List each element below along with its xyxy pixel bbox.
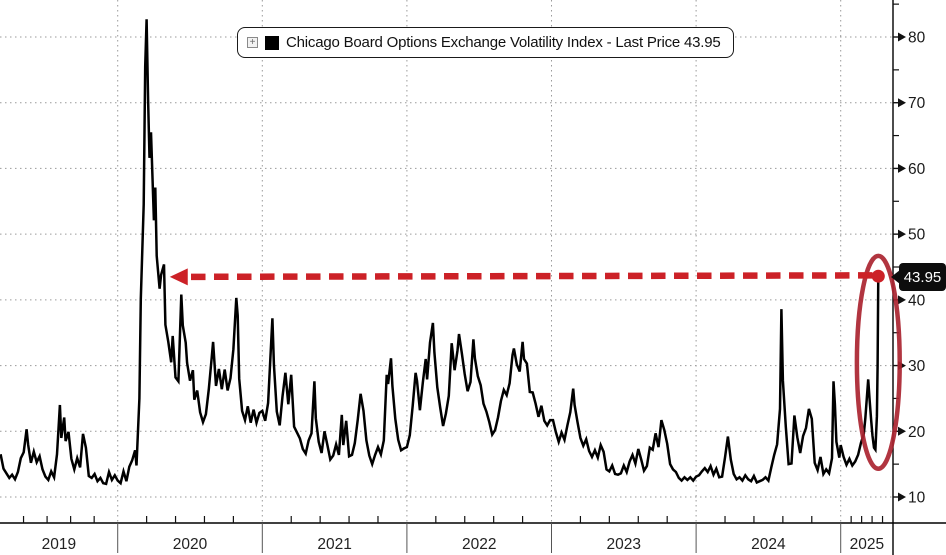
x-axis-label: 2025 [850,536,884,553]
y-tick-arrow-icon [898,426,906,436]
y-tick-arrow-icon [898,163,906,173]
x-axis-label: 2023 [607,536,641,553]
y-axis-label: 30 [908,358,926,375]
x-axis-label: 2020 [173,536,208,553]
last-price-badge: 43.95 [899,263,946,291]
highlight-ellipse [854,253,902,471]
y-axis-label: 80 [908,30,926,47]
y-tick-arrow-icon [898,98,906,108]
arrow-origin-dot [871,269,885,283]
x-axis-label: 2021 [317,536,351,553]
dashed-arrow-line [187,272,873,281]
y-tick-arrow-icon [898,492,906,502]
y-axis-label: 50 [908,227,926,244]
y-tick-arrow-icon [898,32,906,42]
legend-box[interactable]: + Chicago Board Options Exchange Volatil… [237,27,734,58]
y-axis-label: 60 [908,161,926,178]
vix-series-line [0,19,880,486]
x-axis-label: 2019 [42,536,76,553]
x-axis-label: 2024 [751,536,786,553]
y-tick-arrow-icon [898,229,906,239]
series-swatch-icon [265,35,279,50]
y-axis-label: 10 [908,490,926,507]
y-axis-label: 40 [908,292,926,309]
y-axis-label: 20 [908,424,926,441]
arrowhead-icon [169,268,188,286]
y-tick-arrow-icon [898,295,906,305]
legend-checkbox-icon[interactable]: + [247,37,258,48]
legend-label: Chicago Board Options Exchange Volatilit… [286,34,721,51]
last-price-value: 43.95 [903,268,942,286]
y-axis-label: 70 [908,95,926,112]
x-axis-label: 2022 [462,536,496,553]
